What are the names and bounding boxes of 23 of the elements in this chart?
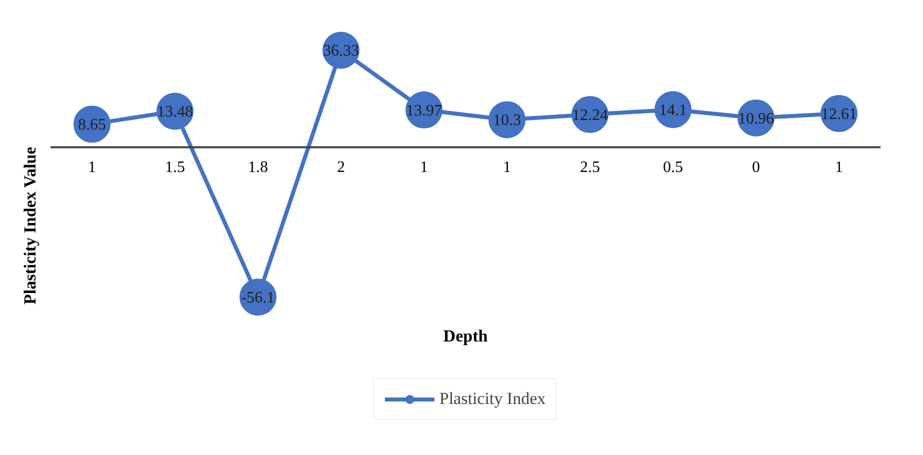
x-tick-label: 1	[420, 159, 428, 176]
y-axis-title: Plasticity Index Value	[20, 146, 40, 305]
x-tick-label: 2.5	[580, 159, 600, 176]
x-tick-label: 0	[752, 159, 760, 176]
data-label: 13.48	[157, 104, 193, 121]
x-tick-label: 1.8	[248, 159, 268, 176]
data-label: 13.97	[406, 102, 442, 120]
data-label: -56.1	[241, 290, 275, 307]
x-tick-label: 1	[503, 159, 511, 176]
x-tick-label: 1	[835, 159, 843, 176]
data-label: 36.33	[323, 42, 359, 60]
data-label: 14.1	[659, 102, 687, 120]
x-tick-label: 1	[88, 159, 96, 176]
x-tick-label: 0.5	[663, 159, 683, 176]
x-tick-label: 1.5	[165, 159, 185, 176]
data-label: 12.24	[572, 107, 608, 124]
legend-label: Plasticity Index	[439, 389, 546, 409]
data-label: 8.65	[78, 116, 106, 134]
data-label: 12.61	[821, 106, 857, 124]
data-label: 10.96	[738, 110, 774, 128]
x-tick-label: 2	[337, 159, 345, 176]
x-axis-title: Depth	[443, 326, 488, 346]
data-label: 10.3	[493, 112, 521, 130]
